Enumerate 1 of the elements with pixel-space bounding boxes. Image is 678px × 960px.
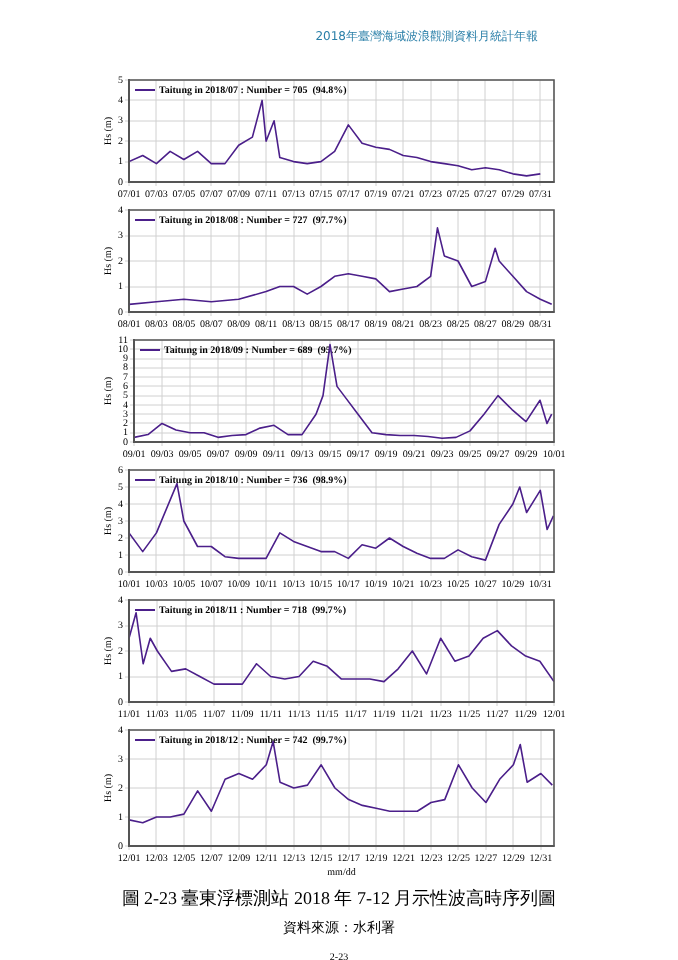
caption: 圖 2-23 臺東浮標測站 2018 年 7-12 月示性波高時序列圖 [119,886,559,912]
